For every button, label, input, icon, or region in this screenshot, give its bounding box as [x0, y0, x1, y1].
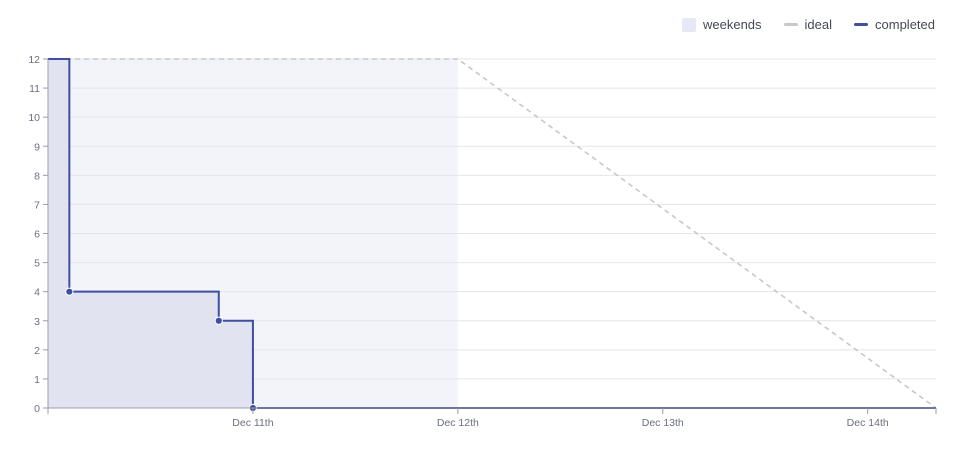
y-tick-label-9: 9	[34, 141, 40, 153]
y-tick-label-2: 2	[34, 345, 40, 357]
legend-label-weekends: weekends	[703, 17, 762, 32]
x-axis-labels: Dec 11th Dec 12th Dec 13th Dec 14th	[232, 417, 889, 429]
y-tick-label-6: 6	[34, 229, 40, 241]
y-tick-label-7: 7	[34, 199, 40, 211]
x-tick-label-1: Dec 11th	[232, 417, 273, 429]
completed-point-1	[65, 287, 74, 296]
x-tick-label-4: Dec 14th	[847, 417, 889, 429]
completed-area	[48, 59, 936, 408]
y-tick-label-1: 1	[34, 374, 40, 386]
chart-legend: weekends ideal completed	[682, 17, 935, 32]
y-tick-label-8: 8	[34, 170, 40, 182]
y-tick-label-4: 4	[34, 287, 40, 299]
completed-line-layer	[48, 58, 936, 409]
legend-label-completed: completed	[875, 17, 935, 32]
y-tick-label-10: 10	[28, 112, 40, 124]
completed-area-layer	[48, 59, 936, 408]
ideal-swatch	[783, 23, 798, 26]
completed-line	[48, 58, 936, 409]
ideal-line-layer	[48, 58, 937, 409]
legend-item-weekends[interactable]: weekends	[682, 17, 762, 32]
y-tick-label-5: 5	[34, 258, 40, 270]
completed-swatch	[854, 23, 869, 26]
ideal-line	[48, 58, 937, 409]
x-tick-label-2: Dec 12th	[437, 417, 479, 429]
legend-label-ideal: ideal	[804, 17, 833, 32]
legend-item-completed[interactable]: completed	[854, 17, 935, 32]
y-tick-label-12: 12	[28, 54, 40, 66]
y-tick-label-11: 11	[29, 83, 40, 95]
axes	[47, 59, 937, 414]
x-tick-label-3: Dec 13th	[642, 417, 684, 429]
weekends-swatch	[682, 17, 696, 32]
y-tick-label-3: 3	[34, 316, 40, 328]
completed-point-2	[214, 316, 223, 325]
y-tick-label-0: 0	[34, 403, 40, 415]
legend-item-ideal[interactable]: ideal	[783, 17, 833, 32]
